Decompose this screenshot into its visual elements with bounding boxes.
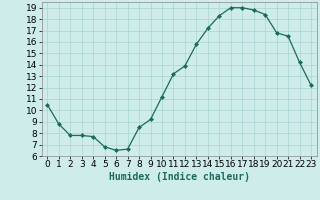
X-axis label: Humidex (Indice chaleur): Humidex (Indice chaleur) <box>109 172 250 182</box>
